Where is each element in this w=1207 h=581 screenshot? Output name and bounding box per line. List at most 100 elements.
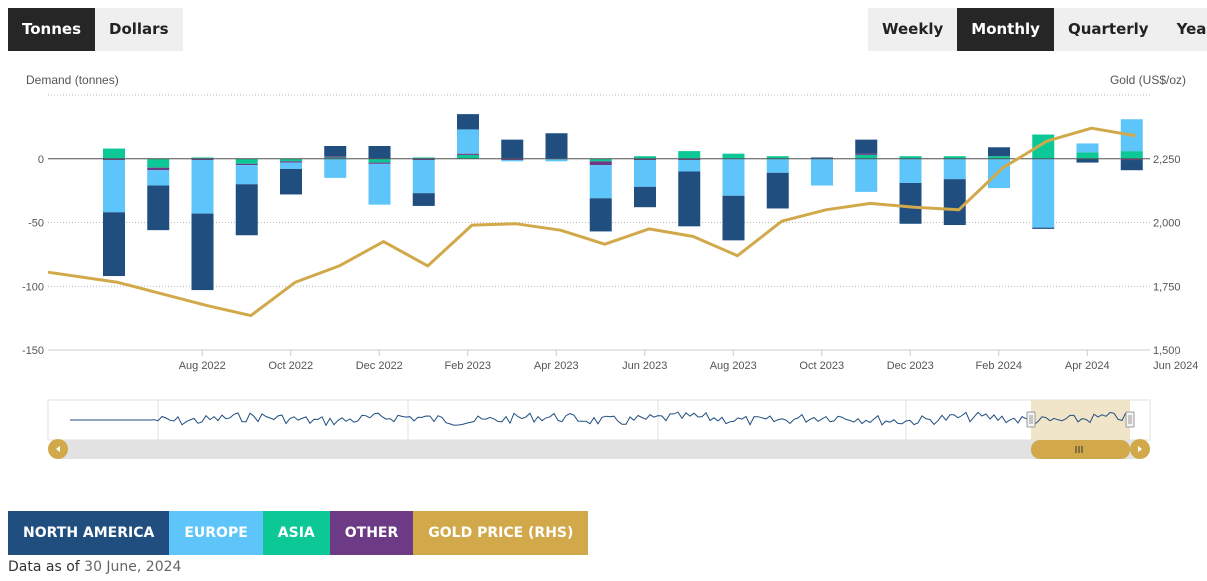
bar-segment[interactable] (280, 169, 302, 195)
bar-segment[interactable] (236, 164, 258, 165)
bar-segment[interactable] (590, 161, 612, 165)
x-tick-label: Jun 2023 (622, 360, 667, 372)
bar-segment[interactable] (1032, 159, 1054, 228)
bar-segment[interactable] (1077, 152, 1099, 158)
y-tick-label: -100 (22, 281, 44, 293)
legend-other[interactable]: OTHER (330, 511, 414, 555)
data-as-of-label: Data as of (8, 559, 80, 575)
bar-segment[interactable] (236, 159, 258, 164)
bar-segment[interactable] (369, 146, 391, 159)
bar-segment[interactable] (900, 159, 922, 183)
bar-segment[interactable] (457, 129, 479, 153)
bar-segment[interactable] (147, 170, 169, 185)
bar-segment[interactable] (590, 165, 612, 198)
scrollbar-track[interactable] (58, 440, 1140, 459)
bar-segment[interactable] (988, 147, 1010, 156)
legend-north-america[interactable]: NORTH AMERICA (8, 511, 169, 555)
bar-segment[interactable] (147, 186, 169, 231)
bar-segment[interactable] (369, 164, 391, 205)
bar-segment[interactable] (147, 159, 169, 168)
bar-segment[interactable] (723, 154, 745, 159)
bar-segment[interactable] (590, 198, 612, 231)
x-tick-label: Oct 2022 (268, 360, 313, 372)
bar-segment[interactable] (324, 159, 346, 178)
navigator-handle[interactable] (1027, 412, 1035, 427)
bar-segment[interactable] (457, 155, 479, 159)
data-as-of-date: 30 June, 2024 (84, 559, 181, 575)
navigator-handle[interactable] (1126, 412, 1134, 427)
bar-segment[interactable] (236, 165, 258, 184)
bar-segment[interactable] (457, 154, 479, 155)
bar-segment[interactable] (280, 163, 302, 169)
bar-segment[interactable] (501, 160, 523, 161)
bar-segment[interactable] (811, 159, 833, 186)
data-as-of: Data as of 30 June, 2024 (8, 559, 181, 575)
bar-segment[interactable] (678, 160, 700, 171)
bar-segment[interactable] (192, 160, 214, 214)
bar-segment[interactable] (1121, 151, 1143, 159)
x-tick-label: Apr 2023 (534, 360, 579, 372)
x-tick-label: Dec 2023 (887, 360, 934, 372)
bar-segment[interactable] (944, 179, 966, 225)
bar-segment[interactable] (634, 187, 656, 207)
y2-tick-label: 2,000 (1153, 218, 1181, 230)
bar-segment[interactable] (855, 140, 877, 154)
bar-segment[interactable] (280, 161, 302, 162)
x-tick-label: Dec 2022 (356, 360, 403, 372)
y2-tick-label: 2,250 (1153, 154, 1181, 166)
navigator[interactable] (48, 400, 1150, 459)
bar-segment[interactable] (855, 159, 877, 192)
bar-segment[interactable] (457, 114, 479, 129)
bar-segment[interactable] (324, 146, 346, 156)
bar-segment[interactable] (501, 140, 523, 159)
y2-axis-title: Gold (US$/oz) (1110, 73, 1186, 87)
legend: NORTH AMERICA EUROPE ASIA OTHER GOLD PRI… (8, 511, 588, 555)
bar-segment[interactable] (855, 155, 877, 159)
bar-segment[interactable] (369, 163, 391, 164)
demand-chart: Demand (tonnes) Gold (US$/oz) 0 -50 -100 -1… (0, 0, 1207, 500)
x-tick-label: Apr 2024 (1065, 360, 1110, 372)
bar-segment[interactable] (103, 212, 125, 276)
navigator-area (48, 400, 1150, 440)
bar-segment[interactable] (1077, 143, 1099, 152)
bar-segment[interactable] (634, 160, 656, 187)
bar-segment[interactable] (413, 193, 435, 206)
bar-segment[interactable] (855, 154, 877, 155)
x-tick-label: Jun 2024 (1153, 360, 1198, 372)
y-tick-label: -150 (22, 345, 44, 357)
bar-segment[interactable] (103, 149, 125, 159)
bar-segment[interactable] (678, 172, 700, 227)
bar-segment[interactable] (723, 196, 745, 241)
y-tick-label: -50 (28, 218, 44, 230)
bar-segment[interactable] (723, 159, 745, 196)
legend-europe[interactable]: EUROPE (169, 511, 262, 555)
bar-segment[interactable] (324, 156, 346, 157)
bar-segment[interactable] (546, 133, 568, 159)
bars (48, 114, 1150, 290)
bar-segment[interactable] (1032, 228, 1054, 229)
y-tick-label: 0 (38, 154, 44, 166)
bar-segment[interactable] (147, 168, 169, 171)
bar-segment[interactable] (413, 160, 435, 193)
bar-segment[interactable] (944, 159, 966, 179)
bar-segment[interactable] (369, 159, 391, 163)
x-tick-label: Oct 2023 (799, 360, 844, 372)
legend-asia[interactable]: ASIA (263, 511, 330, 555)
x-tick-label: Feb 2024 (976, 360, 1022, 372)
y2-tick-label: 1,750 (1153, 281, 1181, 293)
x-tick-label: Aug 2023 (710, 360, 757, 372)
bar-segment[interactable] (900, 183, 922, 224)
y-axis-title: Demand (tonnes) (26, 73, 119, 87)
scrollbar-thumb[interactable] (1031, 440, 1130, 459)
bar-segment[interactable] (1077, 159, 1099, 163)
legend-gold-price[interactable]: GOLD PRICE (RHS) (413, 511, 588, 555)
bar-segment[interactable] (192, 214, 214, 291)
bar-segment[interactable] (767, 173, 789, 209)
bar-segment[interactable] (236, 184, 258, 235)
x-tick-label: Aug 2022 (179, 360, 226, 372)
bar-segment[interactable] (678, 151, 700, 159)
x-tick-label: Feb 2023 (445, 360, 491, 372)
bar-segment[interactable] (767, 159, 789, 173)
bar-segment[interactable] (103, 160, 125, 212)
bar-segment[interactable] (1121, 160, 1143, 170)
